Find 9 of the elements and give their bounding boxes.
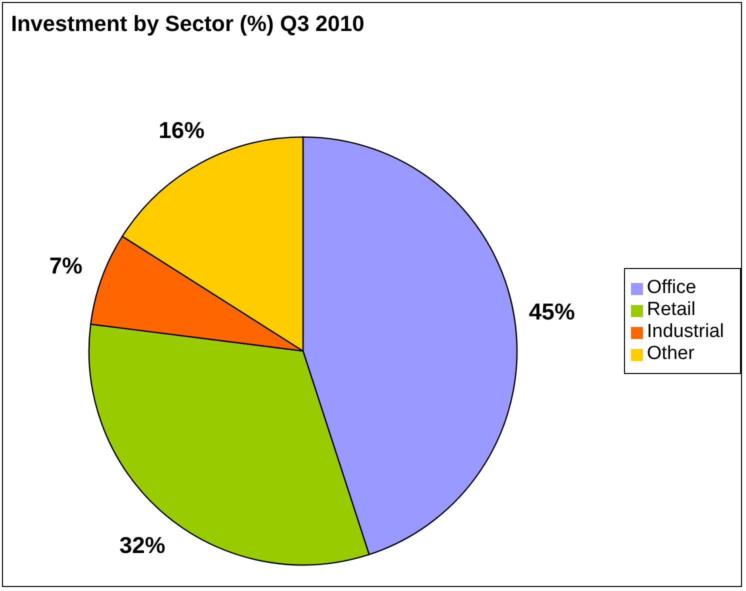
data-label: 16% — [158, 117, 205, 144]
data-label: 45% — [528, 298, 575, 325]
data-label: 32% — [119, 532, 166, 558]
legend-label: Office — [646, 277, 696, 298]
data-label: 7% — [49, 252, 83, 279]
legend-label: Other — [646, 343, 694, 364]
legend-label: Industrial — [646, 321, 724, 342]
legend-label: Retail — [646, 299, 696, 320]
chart-title: Investment by Sector (%) Q3 2010 — [11, 11, 364, 37]
